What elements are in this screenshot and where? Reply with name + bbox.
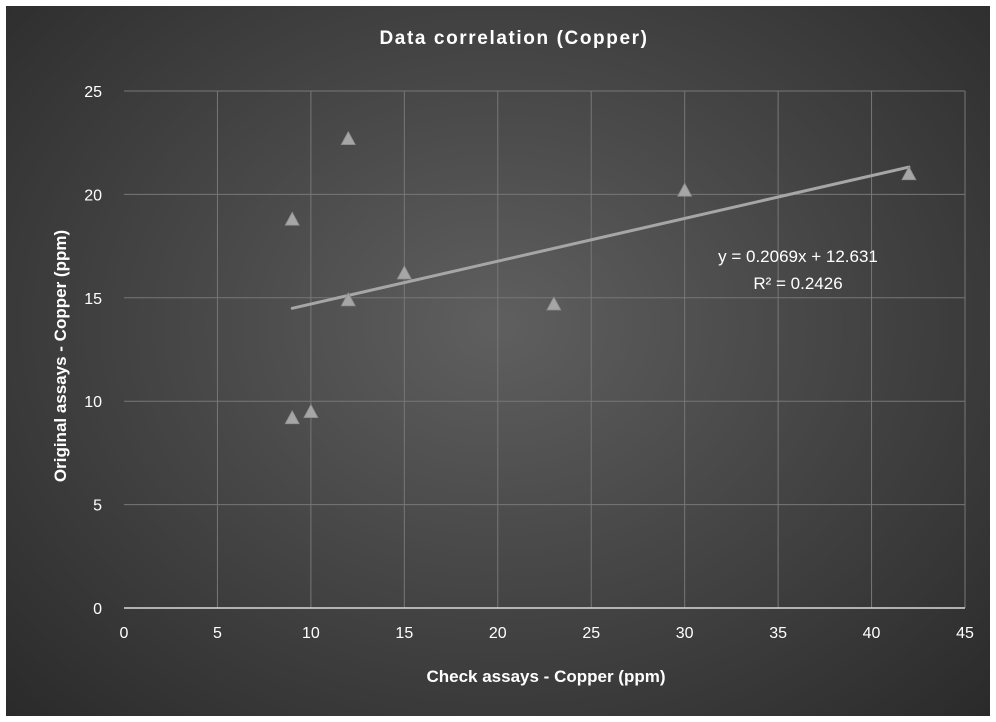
y-tick-label: 20 — [84, 187, 102, 204]
chart-title: Data correlation (Copper) — [379, 28, 648, 49]
data-point — [340, 130, 356, 145]
trendline-group — [290, 165, 911, 310]
y-tick-label: 25 — [84, 84, 102, 101]
trendline-equation: y = 0.2069x + 12.631 — [718, 247, 878, 266]
gridlines — [124, 90, 966, 608]
data-point — [676, 182, 693, 197]
x-tick-label: 45 — [956, 625, 974, 642]
data-point — [546, 296, 562, 311]
x-tick-label: 30 — [676, 625, 694, 642]
scatter-chart: Data correlation (Copper) 0 5 10 15 20 25 30 35… — [51, 28, 974, 686]
x-tick-label: 5 — [213, 625, 222, 642]
data-point — [340, 292, 356, 307]
y-tick-label: 5 — [93, 498, 102, 515]
tick-labels: 0 5 10 15 20 25 30 35 40 45 0 5 10 15 20 25 — [84, 84, 974, 642]
y-axis-title: Original assays - Copper (ppm) — [51, 230, 70, 482]
data-points — [284, 130, 917, 425]
x-tick-label: 20 — [489, 625, 507, 642]
chart-area: Data correlation (Copper) 0 5 10 15 20 25 30 35… — [6, 6, 990, 716]
y-tick-label: 15 — [84, 291, 102, 308]
data-point — [396, 265, 413, 280]
x-tick-label: 15 — [395, 625, 413, 642]
y-tick-label: 0 — [93, 601, 102, 618]
data-point — [284, 211, 300, 226]
x-tick-label: 40 — [863, 625, 881, 642]
x-axis-title: Check assays - Copper (ppm) — [426, 667, 665, 686]
y-tick-label: 10 — [84, 394, 102, 411]
trendline — [290, 165, 911, 310]
x-tick-label: 35 — [769, 625, 787, 642]
data-point — [284, 409, 300, 425]
data-point — [303, 403, 319, 418]
x-tick-label: 0 — [120, 625, 129, 642]
x-tick-label: 10 — [302, 625, 320, 642]
x-tick-label: 25 — [582, 625, 600, 642]
trendline-r-squared: R² = 0.2426 — [753, 274, 842, 293]
data-point — [901, 165, 917, 181]
